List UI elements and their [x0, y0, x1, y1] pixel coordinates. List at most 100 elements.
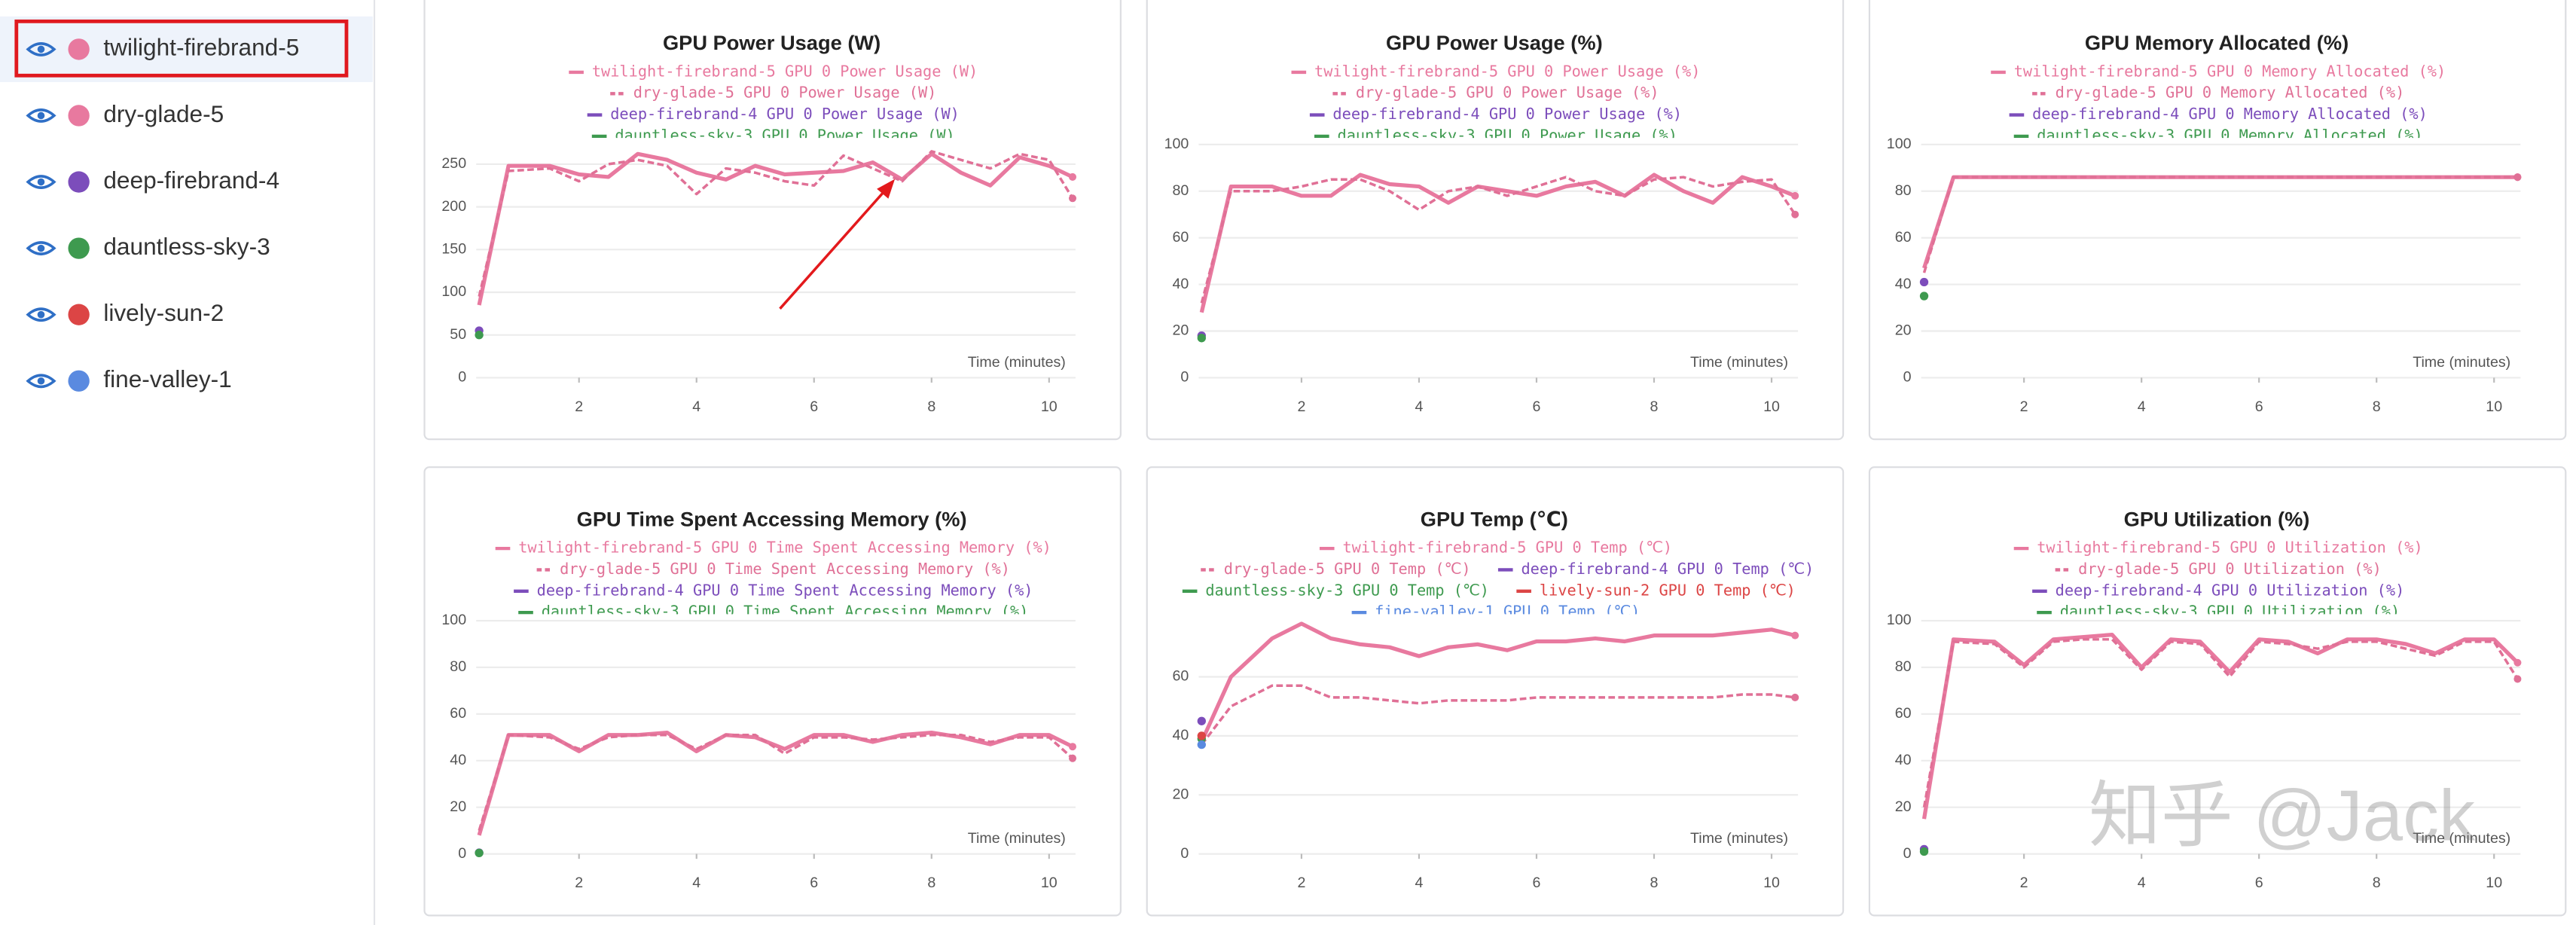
eye-icon[interactable] [26, 108, 56, 123]
run-color-dot [68, 38, 90, 60]
data-point [1197, 334, 1206, 343]
data-point [475, 848, 484, 858]
annotation-arrow [779, 189, 887, 310]
legend-item[interactable]: deep-firebrand-4 GPU 0 Temp (℃) [1497, 560, 1814, 578]
legend-item[interactable]: dry-glade-5 GPU 0 Power Usage (%) [1332, 84, 1659, 102]
end-point [1068, 194, 1077, 203]
legend-label: twilight-firebrand-5 GPU 0 Memory Alloca… [2014, 62, 2446, 80]
legend-label: dry-glade-5 GPU 0 Time Spent Accessing M… [560, 560, 1010, 578]
run-row[interactable]: fine-valley-1 [26, 365, 232, 392]
x-axis-label: Time (minutes) [2413, 830, 2510, 847]
x-tick-label: 2 [575, 398, 583, 415]
data-point [475, 331, 484, 340]
x-tick-label: 6 [810, 398, 818, 415]
legend-label: twilight-firebrand-5 GPU 0 Temp (℃) [1342, 539, 1672, 557]
legend-item[interactable]: twilight-firebrand-5 GPU 0 Power Usage (… [569, 62, 978, 80]
legend-item[interactable]: twilight-firebrand-5 GPU 0 Memory Alloca… [1991, 62, 2446, 80]
y-tick-label: 20 [1895, 322, 1912, 339]
annotation-arrowhead [877, 179, 896, 199]
legend-item[interactable]: dry-glade-5 GPU 0 Memory Allocated (%) [2032, 84, 2404, 102]
run-row[interactable]: deep-firebrand-4 [26, 166, 279, 194]
legend-label: deep-firebrand-4 GPU 0 Time Spent Access… [537, 581, 1033, 599]
legend-item[interactable]: dauntless-sky-3 GPU 0 Utilization (%) [2037, 603, 2400, 621]
series-line [1922, 638, 2519, 807]
run-color-dot [68, 237, 90, 259]
legend-item[interactable]: dauntless-sky-3 GPU 0 Time Spent Accessi… [518, 603, 1028, 621]
eye-icon[interactable] [26, 307, 56, 322]
legend: twilight-firebrand-5 GPU 0 Memory Alloca… [1991, 62, 2446, 144]
x-tick-label: 10 [1763, 875, 1780, 891]
end-point [1791, 693, 1799, 701]
highlight-box [14, 19, 349, 78]
chart-panel: GPU Power Usage (%) twilight-firebrand-5 … [1146, 0, 1845, 441]
legend-label: twilight-firebrand-5 GPU 0 Power Usage (… [1314, 62, 1700, 80]
legend-item[interactable]: dry-glade-5 GPU 0 Time Spent Accessing M… [536, 560, 1010, 578]
run-row[interactable]: lively-sun-2 [26, 299, 224, 326]
legend-item[interactable]: twilight-firebrand-5 GPU 0 Time Spent Ac… [495, 539, 1051, 557]
y-tick-label: 60 [1173, 668, 1189, 685]
x-axis-label: Time (minutes) [2413, 354, 2510, 371]
y-tick-label: 20 [1895, 798, 1912, 815]
legend-item[interactable]: lively-sun-2 GPU 0 Temp (℃) [1516, 581, 1796, 599]
run-row[interactable]: dauntless-sky-3 [26, 233, 270, 260]
run-name: dauntless-sky-3 [103, 233, 270, 260]
x-tick-label: 4 [2138, 875, 2146, 891]
legend-label: twilight-firebrand-5 GPU 0 Power Usage (… [592, 62, 978, 80]
x-axis-label: Time (minutes) [968, 830, 1066, 847]
panel-grid: GPU Power Usage (W) twilight-firebrand-5 … [423, 0, 2567, 917]
legend-item[interactable]: dry-glade-5 GPU 0 Utilization (%) [2055, 560, 2382, 578]
y-tick-label: 0 [1180, 369, 1189, 386]
legend-item[interactable]: dauntless-sky-3 GPU 0 Temp (℃) [1182, 581, 1489, 599]
data-point [1197, 740, 1206, 749]
eye-icon[interactable] [26, 374, 56, 389]
end-point [1068, 743, 1077, 751]
selected-row-bg [0, 16, 373, 83]
chart-panel: GPU Memory Allocated (%) twilight-firebra… [1868, 0, 2567, 441]
legend-item[interactable]: deep-firebrand-4 GPU 0 Power Usage (W) [587, 105, 960, 123]
legend-item[interactable]: dauntless-sky-3 GPU 0 Power Usage (W) [591, 126, 955, 144]
y-tick-label: 60 [1895, 229, 1912, 246]
legend-item[interactable]: fine-valley-1 GPU 0 Temp (℃) [1351, 603, 1641, 621]
eye-icon[interactable] [26, 42, 56, 56]
legend-item[interactable]: twilight-firebrand-5 GPU 0 Utilization (… [2013, 539, 2423, 557]
panel-frame [423, 466, 1122, 917]
legend-item[interactable]: deep-firebrand-4 GPU 0 Utilization (%) [2032, 581, 2404, 599]
y-tick-label: 20 [1173, 322, 1189, 339]
data-point [1197, 731, 1206, 740]
legend-item[interactable]: dry-glade-5 GPU 0 Temp (℃) [1201, 560, 1471, 578]
eye-icon[interactable] [26, 175, 56, 189]
x-tick-label: 2 [575, 875, 583, 891]
legend-item[interactable]: twilight-firebrand-5 GPU 0 Temp (℃) [1319, 539, 1672, 557]
y-tick-label: 50 [450, 326, 466, 343]
eye-pupil [37, 244, 45, 252]
legend-item[interactable]: dauntless-sky-3 GPU 0 Memory Allocated (… [2013, 126, 2423, 144]
run-row[interactable]: twilight-firebrand-5 [0, 16, 373, 83]
chart-title: GPU Power Usage (%) [1386, 31, 1603, 54]
run-row[interactable]: dry-glade-5 [26, 100, 224, 127]
series-line [477, 151, 1074, 306]
legend-item[interactable]: twilight-firebrand-5 GPU 0 Power Usage (… [1291, 62, 1701, 80]
legend-item[interactable]: deep-firebrand-4 GPU 0 Time Spent Access… [514, 581, 1033, 599]
x-tick-label: 10 [2486, 398, 2502, 415]
end-point [2513, 173, 2522, 182]
chart-title: GPU Utilization (%) [2124, 507, 2310, 530]
y-tick-label: 0 [1903, 369, 1912, 386]
legend-item[interactable]: dauntless-sky-3 GPU 0 Power Usage (%) [1314, 126, 1677, 144]
series-line [1200, 684, 1796, 746]
x-tick-label: 8 [2373, 398, 2381, 415]
legend: twilight-firebrand-5 GPU 0 Power Usage (… [1291, 62, 1701, 144]
legend-label: dauntless-sky-3 GPU 0 Power Usage (W) [615, 126, 954, 144]
legend-item[interactable]: deep-firebrand-4 GPU 0 Power Usage (%) [1309, 105, 1682, 123]
end-point [2513, 658, 2522, 667]
x-tick-label: 8 [1650, 398, 1659, 415]
end-point [1791, 210, 1799, 218]
legend-item[interactable]: deep-firebrand-4 GPU 0 Memory Allocated … [2009, 105, 2428, 123]
series-line [1921, 633, 2520, 820]
legend-item[interactable]: dry-glade-5 GPU 0 Power Usage (W) [610, 84, 936, 102]
run-color-dot [68, 304, 90, 325]
x-axis-label: Time (minutes) [1690, 354, 1788, 371]
legend-label: dry-glade-5 GPU 0 Power Usage (W) [633, 84, 937, 102]
eye-icon[interactable] [26, 241, 56, 255]
x-tick-label: 10 [1763, 398, 1780, 415]
